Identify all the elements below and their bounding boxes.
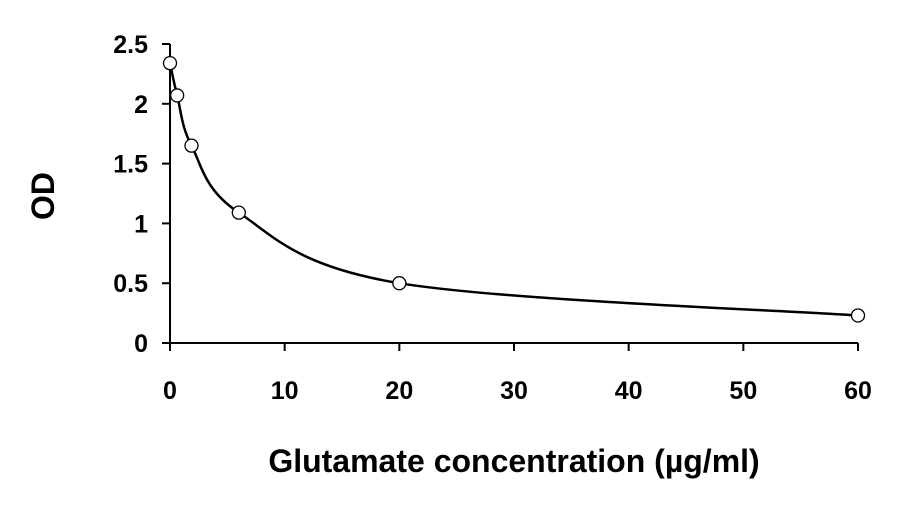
data-point: [170, 88, 185, 103]
data-point: [392, 276, 407, 291]
y-tick-label: 2.5: [113, 31, 148, 59]
data-point: [850, 308, 866, 323]
y-tick-label: 1.5: [113, 151, 148, 179]
x-ticks-group: 0 10 20 30 40 50 60: [163, 343, 872, 405]
x-tick-label: 60: [844, 377, 872, 405]
x-tick-label: 10: [271, 377, 299, 405]
x-tick-label: 0: [163, 377, 177, 405]
y-axis-title: OD: [25, 172, 61, 220]
data-point: [231, 205, 246, 220]
y-tick-label: 1: [134, 210, 148, 238]
data-point: [162, 55, 178, 71]
x-tick-label: 30: [500, 377, 528, 405]
x-axis-title: Glutamate concentration (µg/ml): [268, 443, 759, 479]
y-tick-label: 0: [134, 330, 148, 358]
y-tick-label: 0.5: [113, 270, 148, 298]
y-tick-label: 2: [134, 91, 148, 119]
data-points-group: [162, 55, 866, 323]
x-tick-label: 50: [729, 377, 757, 405]
data-point: [184, 138, 199, 153]
y-ticks-group: 0 0.5 1 1.5 2 2.5: [113, 31, 170, 358]
x-tick-label: 40: [615, 377, 643, 405]
fit-curve: [168, 62, 859, 317]
x-tick-label: 20: [385, 377, 413, 405]
axes-group: [169, 44, 858, 344]
